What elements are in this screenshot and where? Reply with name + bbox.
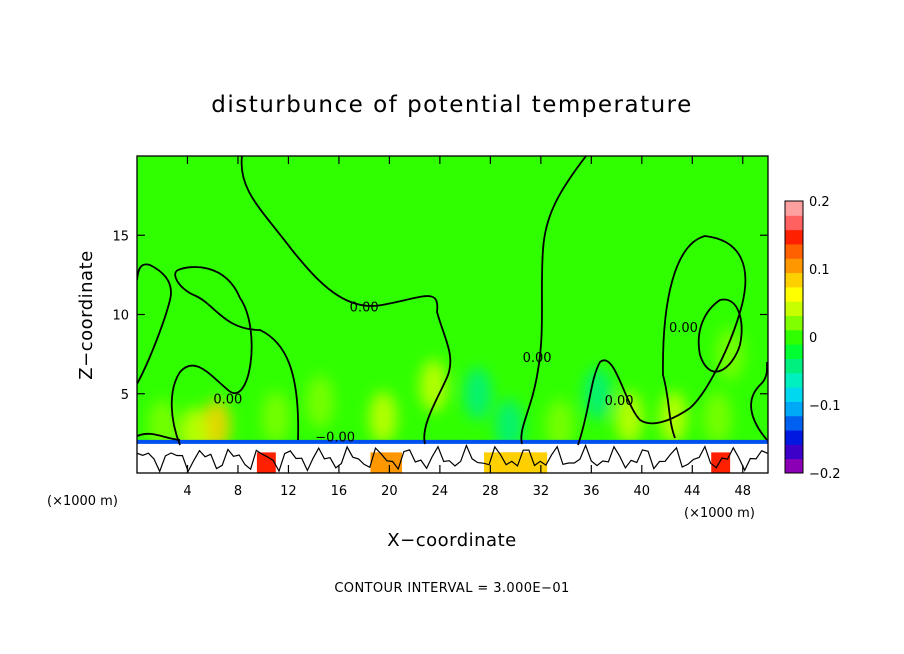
anomaly-blob bbox=[202, 399, 231, 452]
colorbar-swatch bbox=[785, 215, 803, 231]
terrain-band bbox=[137, 442, 768, 473]
plot-area: 0.000.000.000.00 0.00−0.00 4 8 12 16 20 24 28 32… bbox=[112, 155, 769, 499]
colorbar-swatch bbox=[785, 315, 803, 331]
anomaly-layer bbox=[148, 328, 745, 460]
x-tick-label: 36 bbox=[583, 484, 600, 499]
contour-label: 0.00 bbox=[523, 351, 552, 366]
contour-line bbox=[240, 156, 452, 445]
x-tick-label: 24 bbox=[432, 484, 449, 499]
contour-line bbox=[137, 263, 172, 385]
x-tick-label: 44 bbox=[684, 484, 701, 499]
y-tick-label: 10 bbox=[112, 309, 129, 324]
colorbar-tick-label: −0.1 bbox=[809, 399, 841, 414]
colorbar-swatch bbox=[785, 344, 803, 359]
colorbar-swatch bbox=[785, 258, 803, 274]
colorbar-swatch bbox=[785, 201, 803, 216]
contour-line bbox=[520, 156, 587, 445]
x-tick-label: 48 bbox=[734, 484, 751, 499]
colorbar-tick-label: 0 bbox=[809, 331, 817, 346]
colorbar: 0.2 0.1 0 −0.1 −0.2 bbox=[784, 195, 841, 482]
colorbar-swatch bbox=[785, 458, 803, 474]
colorbar-swatch bbox=[785, 401, 803, 417]
anomaly-blob bbox=[583, 367, 612, 420]
contour-lines bbox=[137, 156, 768, 446]
y-axis-label: Z−coordinate bbox=[76, 250, 97, 379]
anomaly-blob bbox=[495, 399, 524, 452]
contour-label: −0.00 bbox=[315, 430, 355, 445]
x-axis-ticks: 4 8 12 16 20 24 28 32 36 40 44 48 bbox=[183, 156, 751, 499]
anomaly-blob bbox=[703, 391, 732, 444]
contour-line bbox=[697, 298, 743, 373]
x-tick-label: 40 bbox=[634, 484, 651, 499]
contour-label: 0.00 bbox=[350, 300, 379, 315]
colorbar-swatch bbox=[785, 358, 803, 374]
colorbar-swatch bbox=[785, 444, 803, 460]
terrain-anomaly bbox=[256, 452, 276, 473]
colorbar-tick-label: 0.2 bbox=[809, 195, 830, 210]
colorbar-swatch bbox=[785, 286, 803, 302]
x-tick-label: 4 bbox=[183, 484, 191, 499]
contour-label: 0.00 bbox=[669, 321, 698, 336]
x-unit-right: (×1000 m) bbox=[684, 506, 755, 521]
contour-labels: 0.00 0.00 0.00 0.00 0.00 −0.00 bbox=[213, 300, 698, 445]
anomaly-blob bbox=[419, 359, 448, 412]
x-tick-label: 28 bbox=[482, 484, 499, 499]
colorbar-swatch bbox=[785, 243, 803, 259]
x-axis-label: X−coordinate bbox=[387, 530, 516, 551]
colorbar-swatch bbox=[785, 229, 803, 245]
terrain-edge bbox=[137, 439, 768, 444]
colorbar-swatch bbox=[785, 329, 803, 345]
contour-label: 0.00 bbox=[605, 394, 634, 409]
y-tick-label: 15 bbox=[112, 229, 129, 244]
y-axis-ticks: 5 10 15 bbox=[112, 229, 768, 403]
colorbar-swatch bbox=[785, 272, 803, 288]
chart-title: disturbunce of potential temperature bbox=[211, 92, 693, 118]
anomaly-blob bbox=[305, 375, 334, 428]
contour-interval-note: CONTOUR INTERVAL = 3.000E−01 bbox=[334, 581, 569, 596]
colorbar-swatch bbox=[785, 430, 803, 445]
x-unit-left: (×1000 m) bbox=[47, 494, 118, 509]
contour-line bbox=[170, 266, 300, 446]
colorbar-frame bbox=[784, 200, 804, 474]
x-tick-label: 8 bbox=[234, 484, 242, 499]
contour-line bbox=[750, 361, 768, 441]
colorbar-tick-label: 0.1 bbox=[809, 263, 830, 278]
colorbar-swatch bbox=[785, 415, 803, 431]
anomaly-blob bbox=[261, 391, 290, 444]
contour-label: 0.00 bbox=[213, 392, 242, 407]
anomaly-blob bbox=[545, 399, 574, 452]
terrain-anomaly bbox=[711, 452, 731, 473]
contour-line bbox=[137, 432, 181, 441]
contour-line bbox=[577, 235, 747, 446]
terrain-contours bbox=[137, 443, 768, 473]
colorbar-swatch bbox=[785, 301, 803, 317]
anomaly-blob bbox=[463, 367, 492, 420]
anomaly-blob bbox=[615, 391, 644, 444]
x-tick-label: 16 bbox=[331, 484, 348, 499]
x-tick-label: 20 bbox=[381, 484, 398, 499]
x-tick-label: 12 bbox=[280, 484, 297, 499]
colorbar-swatch bbox=[785, 372, 803, 388]
anomaly-blob bbox=[716, 328, 745, 381]
x-tick-label: 32 bbox=[533, 484, 550, 499]
anomaly-blob bbox=[369, 391, 398, 444]
colorbar-tick-label: −0.2 bbox=[809, 467, 841, 482]
terrain-layer bbox=[137, 439, 768, 473]
colorbar-swatch bbox=[785, 387, 803, 402]
terrain-anomaly bbox=[370, 452, 403, 473]
y-tick-label: 5 bbox=[121, 388, 129, 403]
